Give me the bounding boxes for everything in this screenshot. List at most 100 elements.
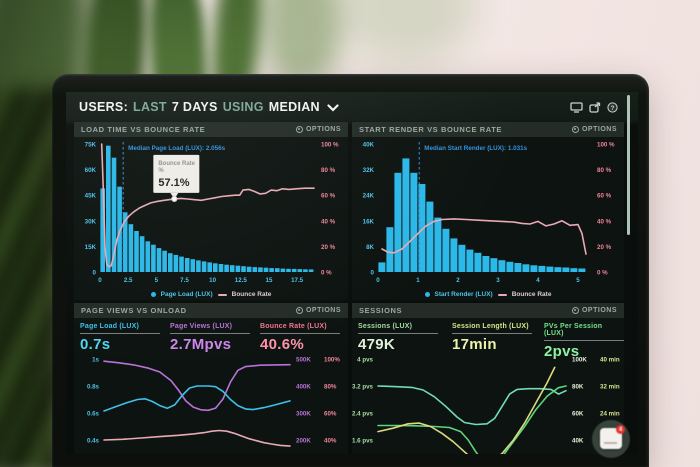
options-button[interactable]: OPTIONS	[295, 126, 341, 133]
svg-text:80%: 80%	[324, 384, 337, 391]
panel-start-render-header: START RENDER VS BOUNCE RATE OPTIONS	[352, 122, 624, 137]
page-views-metrics: Page Load (LUX) 0.7s Page Views (LUX) 2.…	[74, 318, 348, 355]
panel-title: START RENDER VS BOUNCE RATE	[359, 125, 503, 134]
svg-text:20 %: 20 %	[321, 244, 336, 251]
svg-text:30K: 30K	[85, 218, 97, 225]
metric-underline	[80, 333, 160, 334]
svg-text:24K: 24K	[363, 193, 375, 200]
svg-text:0 %: 0 %	[597, 270, 608, 277]
svg-text:80 %: 80 %	[321, 167, 336, 174]
display-icon[interactable]	[570, 102, 583, 113]
dashboard-screen: USERS: LAST 7 DAYS USING MEDIAN	[66, 92, 638, 454]
svg-text:Bounce Rate: Bounce Rate	[158, 161, 195, 167]
panel-title: SESSIONS	[359, 306, 403, 315]
options-button[interactable]: OPTIONS	[571, 126, 617, 133]
chat-notification-badge: 4	[616, 425, 625, 434]
svg-text:40 %: 40 %	[321, 218, 336, 225]
svg-text:0: 0	[371, 270, 375, 277]
metric-bounce-rate: Bounce Rate (LUX) 40.6%	[260, 323, 340, 353]
chat-widget-button[interactable]: 4	[600, 425, 625, 449]
plant-leaf	[335, 0, 475, 65]
svg-text:15: 15	[266, 277, 273, 284]
svg-text:0.4s: 0.4s	[87, 438, 100, 445]
svg-text:5: 5	[576, 277, 580, 284]
start-render-legend: Start Render (LUX) Bounce Rate	[352, 291, 624, 298]
metric-value: 40.6%	[260, 336, 305, 353]
options-button[interactable]: OPTIONS	[295, 307, 341, 314]
title-using: USING	[222, 100, 264, 114]
svg-text:45K: 45K	[85, 193, 97, 200]
plant-leaf	[262, 0, 342, 85]
title-users: USERS:	[79, 100, 129, 114]
sessions-metrics: Sessions (LUX) 479K Session Length (LUX)…	[352, 318, 624, 360]
svg-text:2.4 pvs: 2.4 pvs	[352, 411, 374, 418]
svg-text:24 min: 24 min	[600, 411, 620, 418]
legend-dash-icon	[497, 293, 507, 296]
svg-text:80K: 80K	[572, 384, 584, 391]
svg-text:10: 10	[209, 277, 216, 284]
metric-page-load: Page Load (LUX) 0.7s	[80, 323, 160, 353]
svg-text:Median Page Load (LUX): 2.056s: Median Page Load (LUX): 2.056s	[128, 145, 225, 152]
legend-dot-icon	[150, 292, 156, 297]
svg-text:1: 1	[416, 277, 420, 284]
metric-underline	[170, 333, 250, 334]
title-7days: 7 DAYS	[171, 100, 218, 114]
title-median: MEDIAN	[268, 100, 320, 114]
start-render-chart[interactable]: 40K 32K 24K 16K 8K 0 100 % 80 % 60 % 40 % 20 % 0 % M…	[352, 137, 624, 300]
svg-text:60 %: 60 %	[321, 193, 336, 200]
svg-text:3.2 pvs: 3.2 pvs	[352, 384, 374, 391]
header-icons: ?	[570, 102, 618, 113]
svg-text:60%: 60%	[324, 411, 337, 418]
legend-label: Bounce Rate	[511, 291, 552, 298]
metric-session-length: Session Length (LUX) 17min	[452, 323, 532, 353]
svg-text:Median Start Render (LUX): 1.0: Median Start Render (LUX): 1.031s	[424, 145, 527, 152]
svg-text:40%: 40%	[324, 438, 337, 445]
legend-label: Bounce Rate	[231, 291, 272, 298]
legend-dot-icon	[424, 292, 430, 297]
page-views-chart[interactable]: 1s 0.8s 0.6s 0.4s 500K 400K 300K 200K 100% 80% 60%…	[74, 355, 348, 454]
svg-text:60K: 60K	[85, 167, 97, 174]
help-icon[interactable]: ?	[607, 102, 618, 113]
metric-pvs-per-session: PVs Per Session (LUX) 2pvs	[544, 323, 624, 360]
svg-text:%: %	[158, 168, 164, 174]
svg-text:1s: 1s	[92, 357, 99, 364]
legend-label: Start Render (LUX)	[434, 291, 493, 298]
svg-text:20 %: 20 %	[597, 244, 612, 251]
legend-dash-icon	[217, 293, 227, 296]
svg-text:16K: 16K	[363, 218, 375, 225]
panel-start-render: START RENDER VS BOUNCE RATE OPTIONS 40K 3…	[352, 122, 624, 300]
svg-text:0: 0	[98, 277, 102, 284]
svg-text:300K: 300K	[296, 411, 311, 418]
svg-text:0 %: 0 %	[321, 270, 332, 277]
share-icon[interactable]	[589, 102, 601, 113]
svg-text:32 min: 32 min	[600, 384, 620, 391]
svg-text:0: 0	[93, 270, 97, 277]
gear-icon	[295, 126, 303, 133]
svg-text:5: 5	[155, 277, 159, 284]
svg-text:4: 4	[536, 277, 540, 284]
sessions-chart[interactable]: 4 pvs 3.2 pvs 2.4 pvs 1.6 pvs 100K 80K 60K 40K 4…	[352, 355, 624, 454]
svg-text:0.6s: 0.6s	[87, 411, 100, 418]
metric-sessions: Sessions (LUX) 479K	[358, 323, 438, 353]
metric-underline	[452, 333, 532, 334]
options-button[interactable]: OPTIONS	[571, 307, 617, 314]
panel-page-views-header: PAGE VIEWS VS ONLOAD OPTIONS	[74, 303, 348, 318]
chevron-down-icon[interactable]	[327, 104, 339, 112]
gear-icon	[295, 307, 303, 314]
svg-text:400K: 400K	[296, 384, 311, 391]
metric-value: 2pvs	[544, 343, 580, 360]
load-time-legend: Page Load (LUX) Bounce Rate	[74, 291, 348, 298]
svg-text:0.8s: 0.8s	[87, 384, 100, 391]
chat-widget: 4	[592, 420, 630, 458]
svg-text:8K: 8K	[366, 244, 374, 251]
svg-text:100K: 100K	[572, 357, 587, 364]
svg-text:1.6 pvs: 1.6 pvs	[352, 438, 374, 445]
metric-underline	[544, 340, 624, 341]
title-last: LAST	[133, 100, 167, 114]
svg-text:100 %: 100 %	[597, 142, 615, 149]
metric-underline	[358, 333, 438, 334]
scrollbar[interactable]	[627, 95, 630, 235]
svg-text:2: 2	[456, 277, 460, 284]
